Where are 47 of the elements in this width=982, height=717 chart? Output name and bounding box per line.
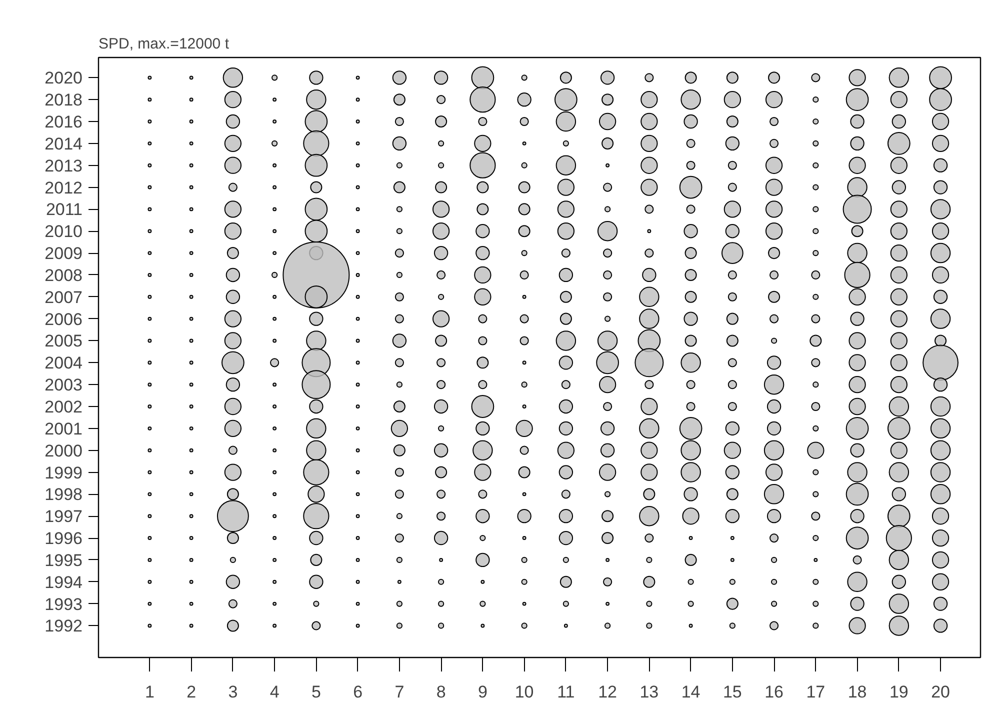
x-tick-label: 2 xyxy=(186,682,196,702)
x-tick-label: 14 xyxy=(681,682,700,702)
y-tick-label: 1993 xyxy=(44,594,83,614)
x-tick-label: 8 xyxy=(436,682,446,702)
x-tick-label: 15 xyxy=(722,682,742,702)
y-tick-label: 2001 xyxy=(44,419,83,438)
x-tick-label: 17 xyxy=(806,682,826,702)
y-tick-label: 2020 xyxy=(44,68,83,88)
y-tick-label: 2012 xyxy=(44,178,83,198)
y-tick-label: 2002 xyxy=(44,397,83,416)
y-tick-label: 1997 xyxy=(44,507,83,526)
x-tick-label: 12 xyxy=(598,682,618,702)
x-tick-label: 18 xyxy=(848,682,867,702)
y-tick-label: 2007 xyxy=(44,288,83,307)
y-tick-label: 2005 xyxy=(44,332,83,351)
y-tick-label: 2011 xyxy=(46,200,83,220)
x-tick-label: 13 xyxy=(640,682,659,702)
x-tick-label: 9 xyxy=(478,682,488,702)
y-tick-label: 2018 xyxy=(44,90,83,110)
y-tick-label: 1994 xyxy=(44,572,83,592)
x-tick-label: 4 xyxy=(270,682,280,702)
y-tick-label: 2013 xyxy=(44,156,83,176)
y-tick-label: 1995 xyxy=(44,550,83,570)
y-tick-label: 2008 xyxy=(44,266,83,285)
y-tick-label: 2016 xyxy=(44,112,83,132)
chart-title: SPD, max.=12000 t xyxy=(98,36,230,52)
y-tick-label: 2010 xyxy=(44,222,83,242)
x-tick-label: 7 xyxy=(394,682,404,702)
y-tick-label: 2000 xyxy=(44,441,83,460)
x-tick-label: 6 xyxy=(353,682,363,702)
y-tick-label: 2006 xyxy=(44,310,83,329)
x-tick-label: 3 xyxy=(228,682,238,702)
x-tick-label: 16 xyxy=(764,682,784,702)
x-tick-label: 11 xyxy=(557,682,575,702)
y-tick-label: 2009 xyxy=(44,244,83,264)
x-tick-label: 1 xyxy=(144,682,154,702)
x-tick-label: 10 xyxy=(514,682,534,702)
y-tick-label: 1992 xyxy=(44,616,83,636)
y-tick-label: 2003 xyxy=(44,376,83,395)
y-tick-label: 1996 xyxy=(44,529,83,548)
x-tick-label: 20 xyxy=(931,682,950,702)
x-tick-label: 19 xyxy=(889,682,908,702)
x-tick-label: 5 xyxy=(311,682,321,702)
y-tick-label: 1999 xyxy=(44,463,83,482)
y-tick-label: 2014 xyxy=(44,134,83,154)
y-tick-label: 2004 xyxy=(44,354,83,373)
y-tick-label: 1998 xyxy=(44,485,83,504)
